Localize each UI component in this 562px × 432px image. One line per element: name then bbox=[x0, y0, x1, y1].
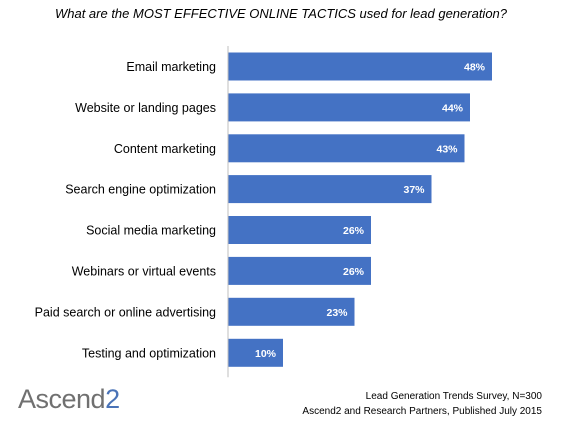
category-label-3: Content marketing bbox=[114, 142, 216, 156]
bar-4 bbox=[228, 175, 432, 204]
bar-2 bbox=[228, 93, 470, 122]
bar-3 bbox=[228, 134, 465, 163]
bar-5 bbox=[228, 216, 371, 244]
chart-title: What are the MOST EFFECTIVE ONLINE TACTI… bbox=[54, 6, 508, 21]
source-line-2: Ascend2 and Research Partners, Published… bbox=[302, 406, 542, 417]
logo-text: Ascend bbox=[18, 384, 106, 414]
value-label-6: 26% bbox=[343, 266, 365, 278]
bar-chart: Email marketing 48% Website or landing pag… bbox=[35, 46, 492, 378]
category-label-6: Webinars or virtual events bbox=[72, 264, 216, 278]
source-note: Lead Generation Trends Survey, N=300 Asc… bbox=[302, 389, 542, 419]
bar-8 bbox=[228, 338, 283, 367]
value-label-4: 37% bbox=[403, 184, 425, 196]
category-label-7: Paid search or online advertising bbox=[35, 305, 216, 319]
category-label-4: Search engine optimization bbox=[65, 183, 216, 197]
category-label-8: Testing and optimization bbox=[82, 346, 216, 360]
bar-7 bbox=[228, 297, 355, 326]
value-label-8: 10% bbox=[255, 348, 277, 360]
value-label-3: 43% bbox=[436, 143, 458, 155]
category-label-2: Website or landing pages bbox=[75, 101, 216, 115]
category-label-1: Email marketing bbox=[126, 60, 216, 74]
bar-1 bbox=[228, 52, 492, 81]
ascend2-logo: Ascend2 bbox=[18, 386, 120, 413]
logo-suffix: 2 bbox=[105, 384, 120, 414]
category-label-5: Social media marketing bbox=[86, 224, 216, 238]
value-label-2: 44% bbox=[442, 102, 464, 114]
value-label-1: 48% bbox=[464, 62, 486, 74]
bar-6 bbox=[228, 256, 371, 285]
value-label-5: 26% bbox=[343, 225, 365, 237]
source-line-1: Lead Generation Trends Survey, N=300 bbox=[365, 391, 542, 402]
value-label-7: 23% bbox=[326, 307, 348, 319]
